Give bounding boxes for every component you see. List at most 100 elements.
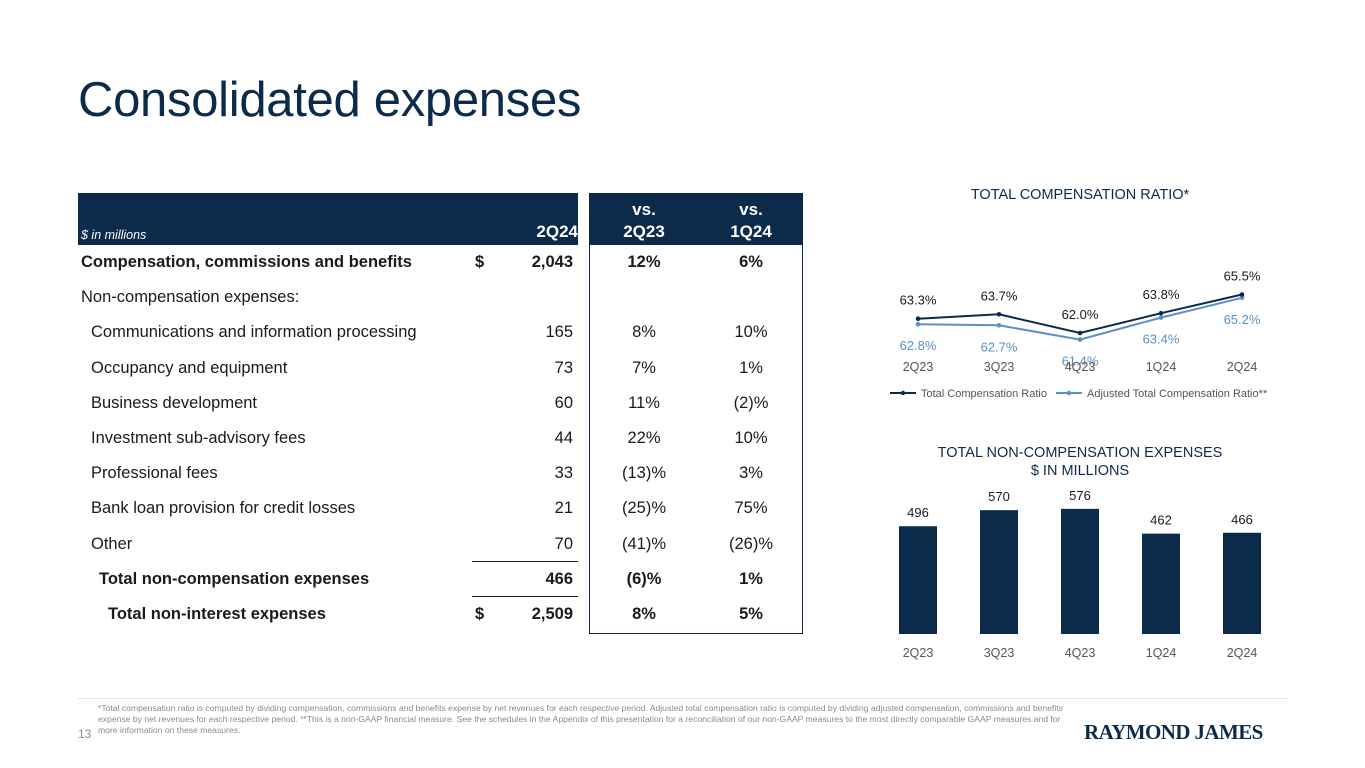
row-change-vs-1q24: 6% bbox=[739, 253, 763, 271]
row-value: 33 bbox=[554, 464, 573, 483]
bar bbox=[1061, 508, 1099, 634]
table-row: Communications and information processin… bbox=[78, 315, 803, 350]
row-value: 70 bbox=[554, 534, 573, 553]
page-title: Consolidated expenses bbox=[78, 73, 582, 127]
adjusted-ratio-point bbox=[1077, 337, 1083, 342]
row-label: Occupancy and equipment bbox=[91, 358, 288, 377]
row-value: 60 bbox=[554, 393, 573, 412]
col-header-vs-2q23: vs. 2Q23 bbox=[623, 200, 665, 241]
row-change-vs-1q24: 5% bbox=[739, 604, 763, 623]
bar-value-label: 496 bbox=[907, 505, 929, 520]
legend-label: Adjusted Total Compensation Ratio** bbox=[1087, 388, 1268, 400]
adjusted-ratio-point bbox=[1158, 315, 1164, 320]
row-label: Professional fees bbox=[91, 464, 218, 483]
row-change-vs-2q23: 11% bbox=[628, 393, 660, 412]
table-row: Compensation, commissions and benefits $… bbox=[78, 245, 803, 280]
row-change-vs-2q23: 8% bbox=[632, 604, 656, 623]
row-value: 2,043 bbox=[531, 253, 573, 271]
bar-value-label: 462 bbox=[1150, 513, 1172, 528]
row-change-vs-1q24: 1% bbox=[739, 569, 763, 588]
page-number: 13 bbox=[78, 727, 92, 741]
adjusted-ratio-label: 65.2% bbox=[1224, 312, 1261, 327]
x-tick-label: 3Q23 bbox=[984, 646, 1015, 660]
total-ratio-point bbox=[996, 312, 1002, 317]
row-change-vs-2q23: 7% bbox=[632, 358, 656, 377]
table-row: Total non-interest expenses $ 2,509 8% 5… bbox=[78, 597, 803, 632]
total-ratio-point bbox=[1158, 310, 1164, 316]
adjusted-ratio-point bbox=[915, 321, 921, 327]
total-ratio-label: 65.5% bbox=[1224, 269, 1261, 284]
x-tick-label: 1Q24 bbox=[1146, 360, 1177, 374]
currency-symbol: $ bbox=[475, 604, 485, 623]
row-change-vs-2q23: (41)% bbox=[621, 534, 666, 553]
non-comp-chart: 496 570 576 462 466 2Q23 3Q23 4Q23 1Q24 2Q24 bbox=[899, 488, 1261, 660]
comp-ratio-chart: 63.3% 63.7% 62.0% 63.8% 65.5% 62.8% 62.7% 61.4%… bbox=[890, 269, 1268, 400]
raymond-james-logo: RAYMOND JAMES bbox=[1084, 720, 1263, 744]
row-change-vs-1q24: 75% bbox=[734, 499, 768, 518]
units-label: $ in millions bbox=[81, 228, 147, 242]
row-label: Non-compensation expenses: bbox=[81, 288, 300, 307]
x-tick-label: 3Q23 bbox=[984, 360, 1015, 374]
row-label: Total non-compensation expenses bbox=[99, 569, 370, 588]
row-label: Communications and information processin… bbox=[91, 323, 417, 342]
row-label: Compensation, commissions and benefits bbox=[81, 253, 412, 271]
total-ratio-label: 62.0% bbox=[1062, 307, 1099, 322]
non-comp-chart-title: TOTAL NON-COMPENSATION EXPENSES $ IN MIL… bbox=[880, 444, 1280, 480]
table-row: Professional fees 33 (13)% 3% bbox=[78, 456, 803, 491]
total-ratio-point bbox=[1077, 330, 1083, 336]
adjusted-ratio-label: 63.4% bbox=[1143, 332, 1180, 347]
currency-symbol: $ bbox=[475, 253, 485, 271]
table-row: Bank loan provision for credit losses 21… bbox=[78, 491, 803, 526]
footer-divider bbox=[78, 698, 1288, 699]
adjusted-ratio-label: 62.8% bbox=[900, 338, 937, 353]
expense-table: $ in millions 2Q24 vs. 2Q23 vs. 1Q24 Compe… bbox=[78, 193, 803, 634]
row-label: Business development bbox=[91, 393, 258, 412]
table-header: $ in millions 2Q24 vs. 2Q23 vs. 1Q24 bbox=[78, 193, 803, 245]
row-value: 73 bbox=[554, 358, 573, 377]
row-change-vs-1q24: 10% bbox=[734, 428, 768, 447]
table-row: Non-compensation expenses: bbox=[78, 280, 803, 315]
legend-swatch-marker bbox=[900, 390, 906, 396]
bar bbox=[1142, 533, 1180, 634]
total-ratio-point bbox=[1239, 292, 1245, 297]
total-ratio-point bbox=[915, 316, 921, 321]
row-change-vs-1q24: 10% bbox=[734, 323, 768, 342]
subtotal-rule bbox=[472, 560, 578, 562]
x-tick-label: 1Q24 bbox=[1146, 646, 1177, 660]
non-comp-chart-title-line1: TOTAL NON-COMPENSATION EXPENSES bbox=[937, 445, 1223, 461]
col-header-2q24: 2Q24 bbox=[536, 222, 578, 241]
table-row: Total non-compensation expenses 466 (6)%… bbox=[78, 562, 803, 597]
adjusted-ratio-label: 61.4% bbox=[1062, 354, 1099, 369]
adjusted-ratio-label: 62.7% bbox=[981, 339, 1018, 354]
row-label: Bank loan provision for credit losses bbox=[91, 499, 356, 518]
row-change-vs-2q23: 12% bbox=[627, 253, 661, 271]
row-change-vs-2q23: (6)% bbox=[626, 569, 662, 588]
adjusted-ratio-point bbox=[996, 323, 1002, 328]
row-change-vs-2q23: (13)% bbox=[621, 464, 666, 483]
non-comp-chart-subtitle: $ IN MILLIONS bbox=[1030, 463, 1130, 479]
row-change-vs-1q24: 3% bbox=[739, 464, 763, 483]
bar-value-label: 576 bbox=[1069, 488, 1091, 503]
x-tick-label: 4Q23 bbox=[1065, 360, 1096, 374]
bar bbox=[980, 510, 1018, 634]
legend-swatch-marker bbox=[1066, 390, 1072, 396]
row-change-vs-2q23: 8% bbox=[632, 323, 656, 342]
total-rule bbox=[472, 595, 578, 597]
x-tick-label: 2Q24 bbox=[1227, 646, 1258, 660]
comp-ratio-chart-title: TOTAL COMPENSATION RATIO* bbox=[970, 187, 1190, 203]
row-change-vs-2q23: (25)% bbox=[621, 499, 666, 518]
adjusted-ratio-point bbox=[1239, 295, 1245, 301]
row-value: 2,509 bbox=[531, 604, 573, 623]
table-row: Occupancy and equipment 73 7% 1% bbox=[78, 351, 803, 386]
footnote: *Total compensation ratio is computed by… bbox=[98, 703, 1063, 735]
col-header-vs-1q24: vs. 1Q24 bbox=[730, 200, 772, 241]
row-change-vs-1q24: 1% bbox=[739, 358, 763, 377]
bar bbox=[899, 526, 937, 634]
row-label: Total non-interest expenses bbox=[108, 604, 326, 623]
row-value: 165 bbox=[545, 323, 573, 342]
bar-value-label: 466 bbox=[1231, 512, 1253, 527]
total-ratio-label: 63.8% bbox=[1143, 287, 1180, 302]
x-tick-label: 2Q23 bbox=[903, 646, 934, 660]
row-value: 466 bbox=[545, 569, 573, 588]
row-value: 21 bbox=[554, 499, 573, 518]
